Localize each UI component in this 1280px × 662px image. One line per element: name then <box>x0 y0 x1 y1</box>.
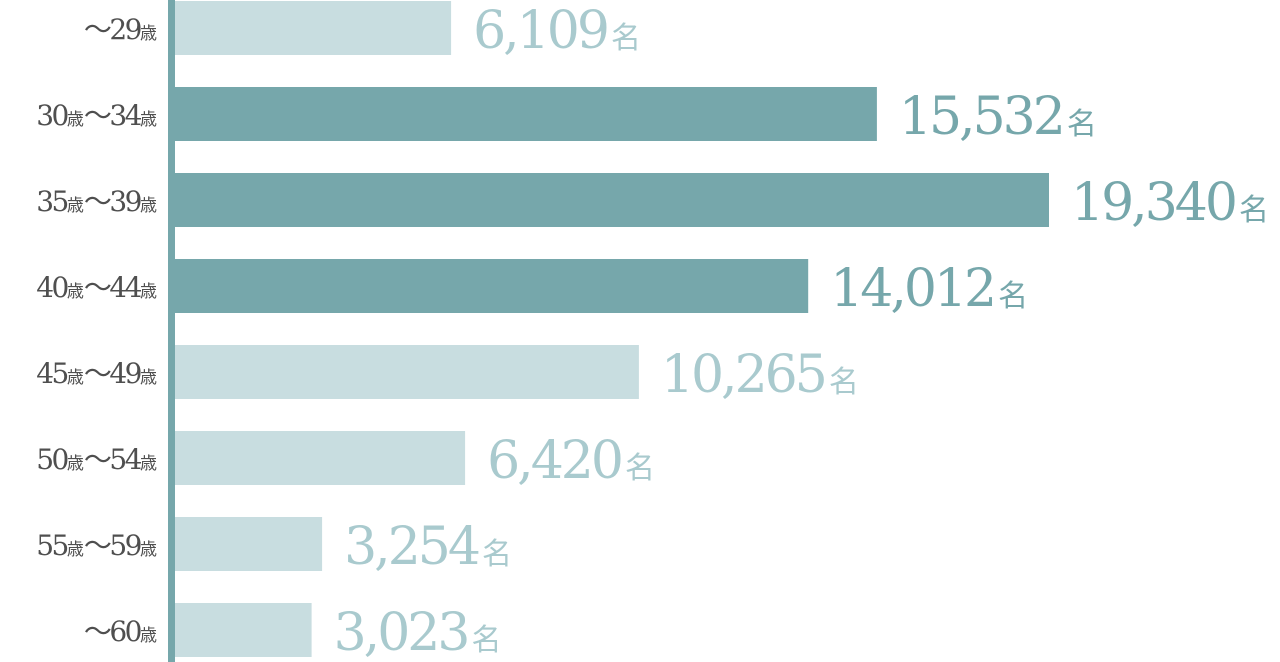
category-label-5: 50歳～54歳 <box>36 443 157 476</box>
bar-0 <box>175 1 452 55</box>
value-label-2: 19,340 名 <box>1071 173 1269 233</box>
bar-3 <box>175 259 809 313</box>
bar-7 <box>175 603 312 657</box>
category-label-0: ～29歳 <box>84 13 157 46</box>
category-label-7: ～60歳 <box>84 615 157 648</box>
bar-6 <box>175 517 323 571</box>
value-label-1: 15,532 名 <box>899 87 1097 147</box>
bar-1 <box>175 87 877 141</box>
bar-5 <box>175 431 466 485</box>
category-label-2: 35歳～39歳 <box>36 185 157 218</box>
value-labels: 6,109 名 15,532 名 19,340 名 14,012 名 10,265 名6,420 名… <box>334 1 1269 662</box>
category-label-4: 45歳～49歳 <box>36 357 157 390</box>
category-label-6: 55歳～59歳 <box>36 529 157 562</box>
bars-layer <box>175 1 1049 657</box>
category-label-3: 40歳～44歳 <box>36 271 157 304</box>
value-label-7: 3,023 名 <box>334 603 502 662</box>
value-label-6: 3,254 名 <box>344 517 512 577</box>
y-axis-line <box>168 0 175 662</box>
category-label-1: 30歳～34歳 <box>36 99 157 132</box>
value-label-5: 6,420 名 <box>487 431 655 491</box>
category-labels: ～29歳 30歳～34歳 35歳～39歳 40歳～44歳 45歳～49歳 50歳～54歳 5… <box>36 13 157 648</box>
value-label-4: 10,265 名 <box>661 345 859 405</box>
value-label-0: 6,109 名 <box>473 1 641 61</box>
value-label-3: 14,012 名 <box>830 259 1028 319</box>
bar-4 <box>175 345 639 399</box>
bar-2 <box>175 173 1049 227</box>
